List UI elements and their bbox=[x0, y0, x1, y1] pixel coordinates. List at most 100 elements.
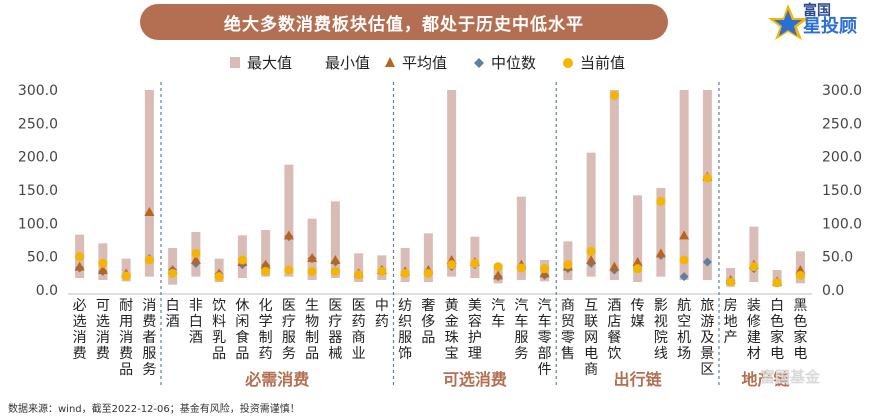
category-label-char: 黑 bbox=[793, 298, 807, 314]
category-label-char: 选 bbox=[96, 314, 110, 330]
category-label-char: 空 bbox=[677, 314, 691, 330]
current-point bbox=[121, 271, 131, 281]
range-bar bbox=[330, 201, 340, 278]
y-tick-label-left: 150.0 bbox=[18, 183, 58, 199]
current-point bbox=[168, 268, 178, 278]
category-label-char: 容 bbox=[468, 313, 482, 330]
category-label-char: 可 bbox=[96, 298, 110, 314]
category-label-char: 珠 bbox=[445, 330, 459, 346]
y-tick-label-left: 250.0 bbox=[18, 116, 58, 132]
y-tick-label-left: 300.0 bbox=[18, 83, 58, 99]
mean-point bbox=[679, 230, 690, 240]
category-label-char: 件 bbox=[538, 362, 552, 378]
current-point bbox=[772, 278, 782, 288]
category-label-char: 建 bbox=[747, 330, 761, 346]
category-label-char: 联 bbox=[584, 314, 598, 330]
category-label-char: 织 bbox=[398, 314, 412, 330]
category-label-char: 费 bbox=[142, 314, 156, 330]
mean-point bbox=[190, 255, 201, 264]
range-bar bbox=[679, 90, 689, 280]
category-label-char: 服 bbox=[282, 330, 296, 346]
category-label-char: 业 bbox=[352, 346, 366, 362]
legend-label: 平均值 bbox=[402, 54, 447, 72]
legend-marker-median bbox=[474, 58, 484, 68]
current-point bbox=[400, 268, 410, 278]
range-bar bbox=[284, 164, 294, 277]
category-label-char: 饰 bbox=[398, 346, 412, 362]
category-label-char: 医 bbox=[352, 298, 366, 314]
current-point bbox=[795, 270, 805, 280]
category-label-char: 物 bbox=[305, 314, 319, 330]
category-label-char: 及 bbox=[700, 330, 714, 346]
category-label-char: 品 bbox=[305, 346, 319, 362]
current-point bbox=[377, 266, 387, 276]
category-label-char: 生 bbox=[305, 298, 319, 314]
category-label-char: 区 bbox=[700, 362, 714, 378]
category-label-char: 零 bbox=[561, 330, 575, 346]
category-label-char: 互 bbox=[584, 298, 598, 314]
category-label-char: 电 bbox=[584, 346, 598, 362]
category-label-char: 航 bbox=[677, 298, 691, 314]
category-label-char: 贸 bbox=[561, 314, 575, 330]
range-bar bbox=[702, 90, 712, 280]
category-label-char: 费 bbox=[73, 346, 87, 362]
mean-point bbox=[307, 253, 318, 262]
mean-point bbox=[97, 265, 108, 274]
group-label: 出行链 bbox=[614, 370, 663, 389]
category-label-char: 消 bbox=[96, 330, 110, 346]
current-point bbox=[447, 260, 457, 270]
category-label-char: 产 bbox=[724, 330, 738, 346]
legend-label: 最小值 bbox=[325, 54, 370, 72]
category-label-char: 电 bbox=[770, 346, 784, 362]
category-label-char: 家 bbox=[770, 329, 784, 346]
legend-marker-max bbox=[230, 57, 240, 68]
category-label-char: 服 bbox=[398, 330, 412, 346]
category-label-char: 制 bbox=[305, 330, 319, 346]
current-point bbox=[702, 173, 712, 183]
current-point bbox=[516, 263, 526, 273]
current-point bbox=[307, 266, 317, 276]
current-point bbox=[493, 262, 503, 272]
category-label-char: 侈 bbox=[421, 314, 435, 330]
category-label-char: 色 bbox=[770, 313, 784, 330]
category-label-char: 服 bbox=[142, 346, 156, 362]
group-label: 可选消费 bbox=[443, 370, 507, 389]
category-label-char: 医 bbox=[328, 298, 342, 314]
star-logo-icon bbox=[768, 4, 809, 40]
category-label-char: 药 bbox=[352, 314, 366, 330]
range-bar bbox=[144, 90, 154, 277]
current-point bbox=[586, 246, 596, 256]
current-point bbox=[261, 266, 271, 276]
category-label-char: 店 bbox=[607, 314, 621, 330]
category-label-char: 房 bbox=[724, 298, 738, 314]
category-label-char: 消 bbox=[142, 298, 156, 314]
y-tick-label-left: 50.0 bbox=[27, 250, 58, 266]
logo-line1: 富国 bbox=[803, 3, 831, 19]
mean-point bbox=[655, 248, 666, 258]
legend-label: 当前值 bbox=[580, 54, 625, 72]
category-label-char: 费 bbox=[119, 346, 133, 362]
y-tick-label-right: 50.0 bbox=[822, 250, 853, 266]
range-bar bbox=[400, 248, 410, 282]
category-label-char: 线 bbox=[654, 346, 668, 362]
category-label-char: 械 bbox=[328, 346, 342, 362]
current-point bbox=[540, 264, 550, 274]
category-label-char: 汽 bbox=[491, 298, 505, 314]
chart-title: 绝大多数消费板块估值，都处于历史中低水平 bbox=[140, 4, 668, 40]
category-label-char: 白 bbox=[189, 314, 203, 330]
category-label-char: 修 bbox=[747, 314, 761, 330]
category-label-char: 视 bbox=[654, 314, 668, 330]
category-label-char: 药 bbox=[259, 346, 273, 362]
y-tick-label-left: 100.0 bbox=[18, 216, 58, 232]
category-label-char: 学 bbox=[259, 314, 273, 330]
category-label-char: 食 bbox=[235, 329, 249, 346]
category-label-char: 网 bbox=[584, 330, 598, 346]
current-point bbox=[144, 255, 154, 265]
current-point bbox=[609, 90, 619, 100]
category-label-char: 品 bbox=[235, 346, 249, 362]
category-label-char: 务 bbox=[282, 346, 296, 362]
category-label-char: 品 bbox=[421, 330, 435, 346]
mean-point bbox=[493, 270, 504, 280]
median-point bbox=[679, 272, 689, 282]
category-label-char: 酒 bbox=[607, 298, 621, 314]
